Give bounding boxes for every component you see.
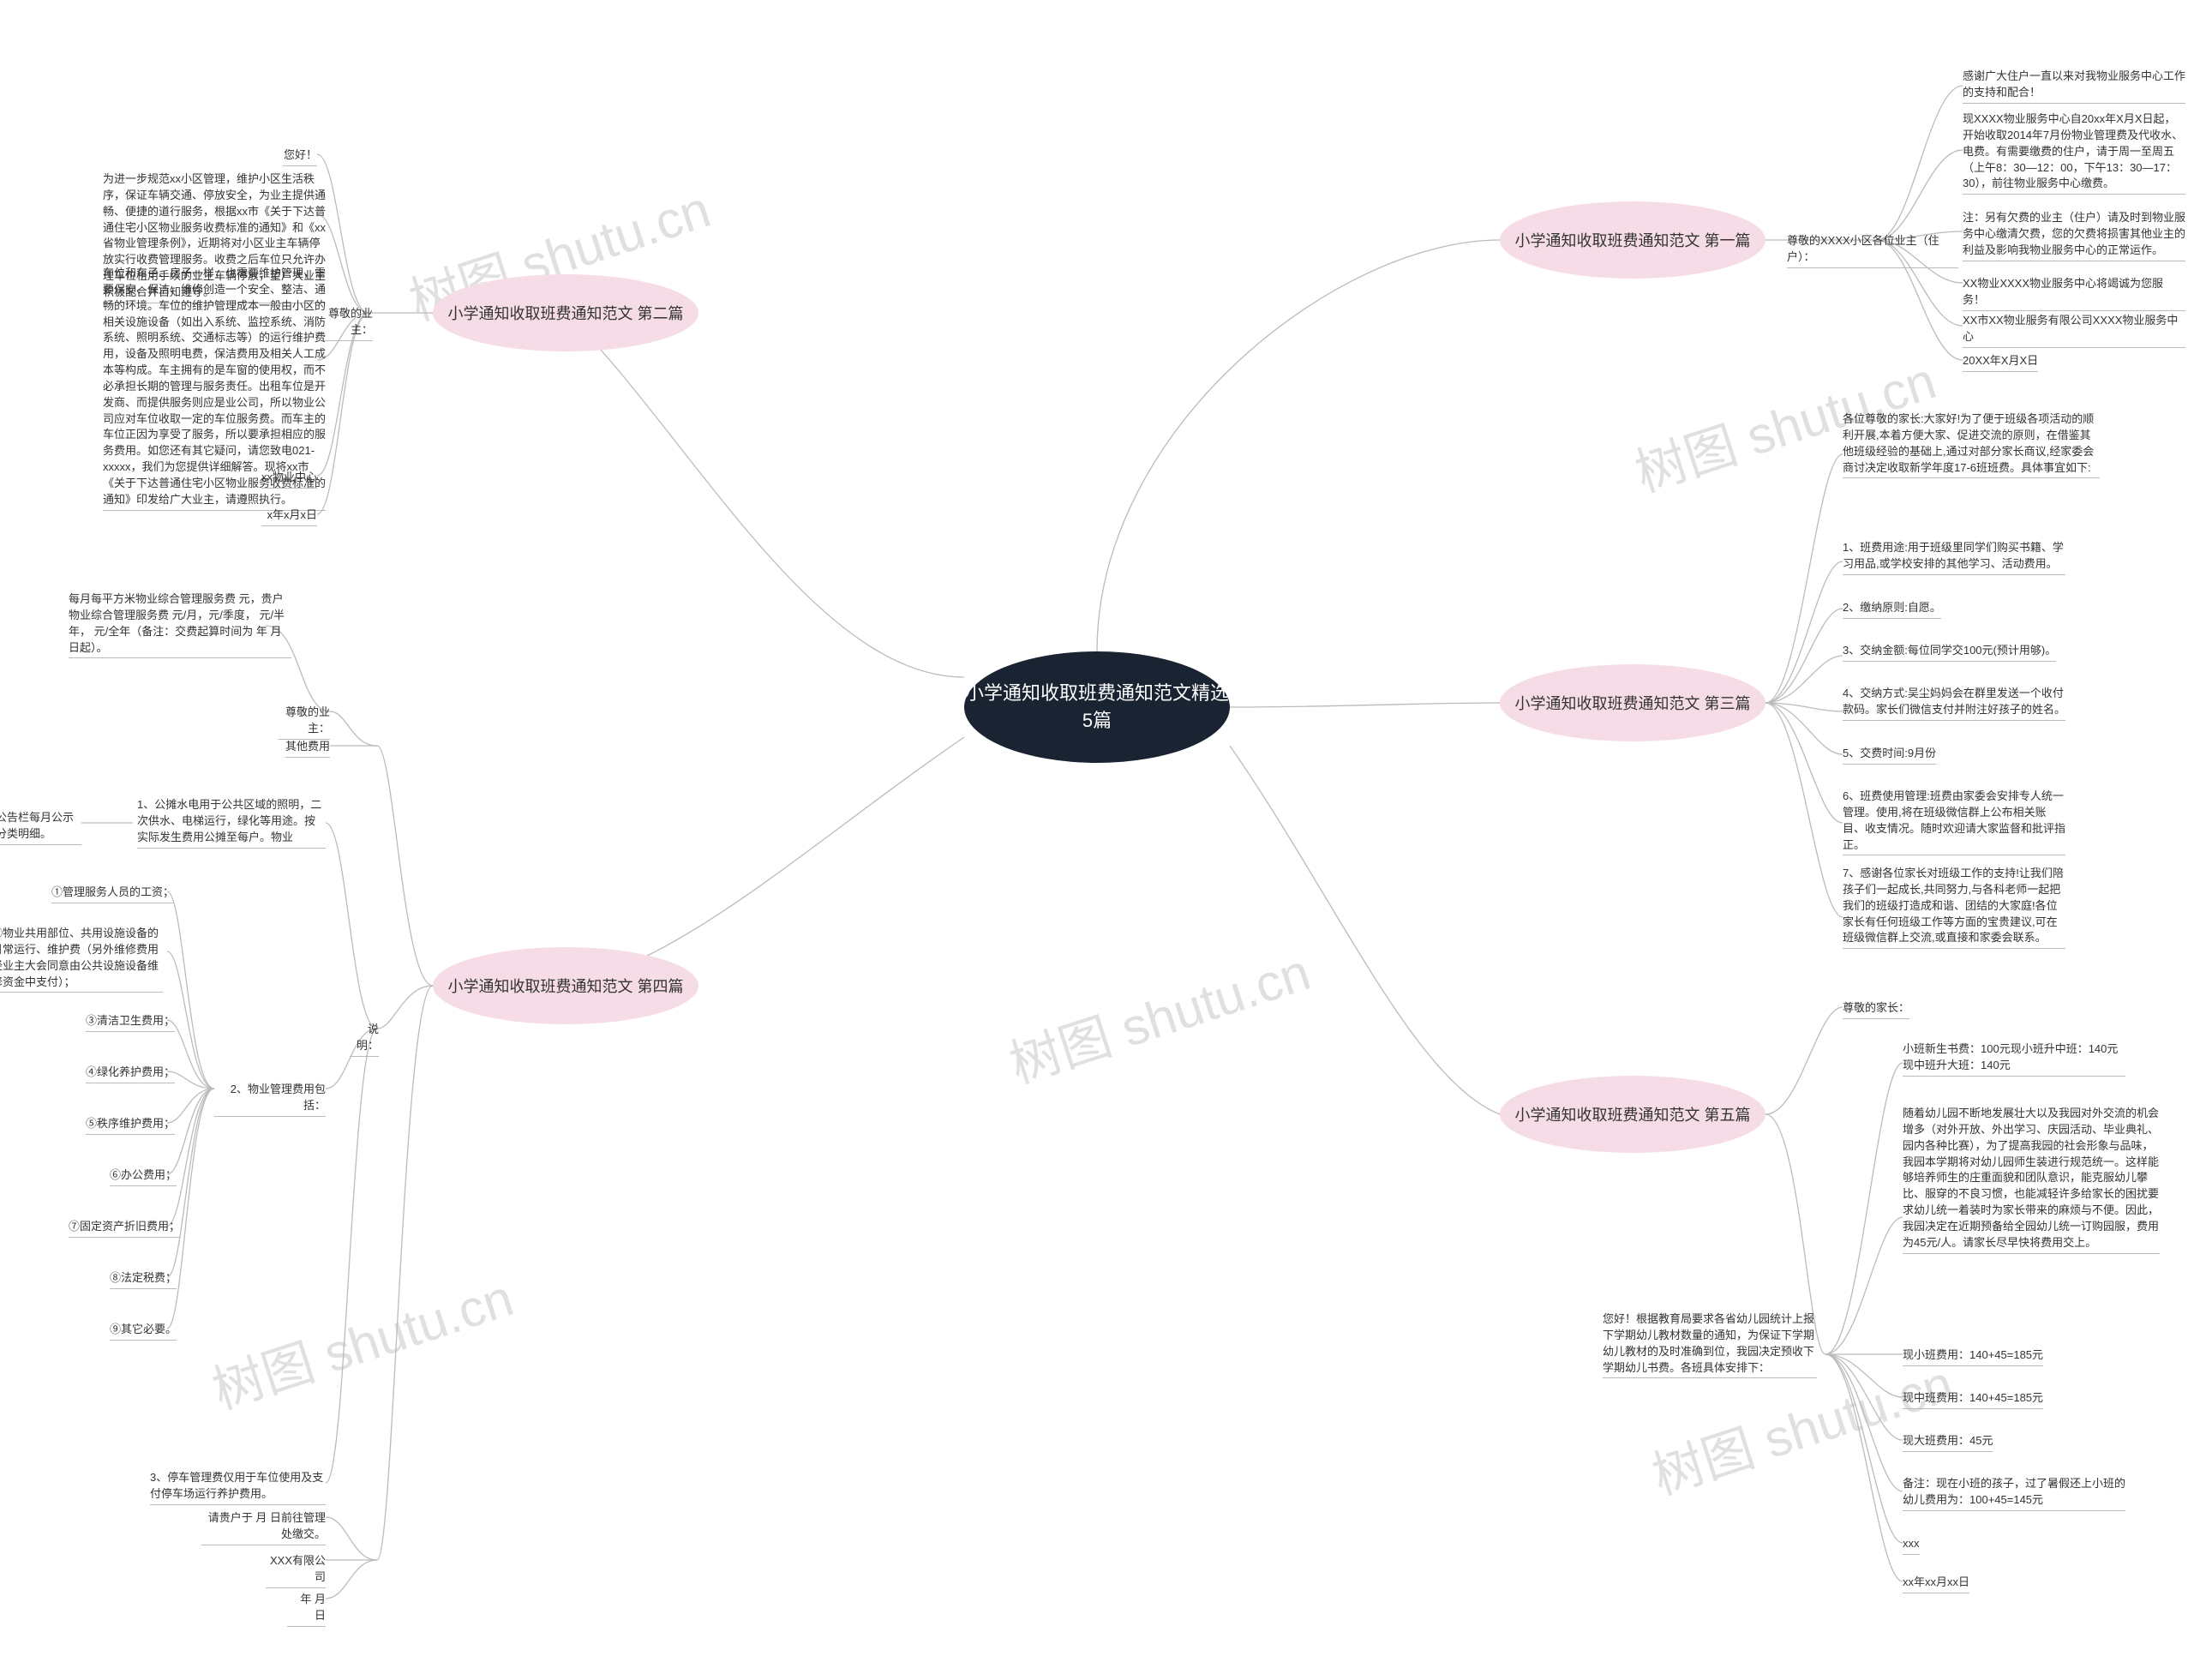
b4-item2-sub: ⑨其它必要。 bbox=[110, 1322, 177, 1341]
b4-fee-header: 每月每平方米物业综合管理服务费 元，贵户物业综合管理服务费 元/月，元/季度， … bbox=[69, 591, 291, 658]
b3-leaf: 5、交费时间:9月份 bbox=[1843, 746, 1936, 765]
b3-leaf: 3、交纳金额:每位同学交100元(预计用够)。 bbox=[1843, 643, 2056, 662]
b5-lead: 您好！根据教育局要求各省幼儿园统计上报下学期幼儿教材数量的通知，为保证下学期幼儿… bbox=[1603, 1311, 1817, 1378]
mindmap-root: 小学通知收取班费通知范文精选5篇 bbox=[964, 651, 1230, 763]
b1-leaf: 现XXXX物业服务中心自20xx年X月X日起，开始收取2014年7月份物业管理费… bbox=[1963, 111, 2185, 195]
b4-tail: XXX有限公司 bbox=[266, 1553, 326, 1588]
b5-leaf: 小班新生书费：100元现小班升中班：140元 现中班升大班：140元 bbox=[1903, 1041, 2125, 1077]
b4-item1-note: 管理处会于公告栏每月公示公摊方式及分类明细。 bbox=[0, 810, 81, 845]
b2-sub-label: 尊敬的业主： bbox=[321, 306, 373, 341]
b4-item2-sub: ⑥办公费用； bbox=[110, 1167, 177, 1186]
branch-5: 小学通知收取班费通知范文 第五篇 bbox=[1500, 1076, 1765, 1153]
b5-sub-label: 尊敬的家长： bbox=[1843, 1000, 1909, 1019]
b3-lead: 各位尊敬的家长:大家好!为了便于班级各项活动的顺利开展,本着方便大家、促进交流的… bbox=[1843, 411, 2100, 478]
b4-item2-sub: ⑦固定资产折旧费用； bbox=[69, 1219, 180, 1238]
b3-leaf: 7、感谢各位家长对班级工作的支持!让我们陪孩子们一起成长,共同努力,与各科老师一… bbox=[1843, 866, 2065, 949]
branch-2: 小学通知收取班费通知范文 第二篇 bbox=[433, 274, 698, 351]
b4-tail: 请贵户于 月 日前往管理处缴交。 bbox=[201, 1510, 326, 1545]
b1-leaf: 20XX年X月X日 bbox=[1963, 353, 2038, 372]
b3-leaf: 2、缴纳原则:自愿。 bbox=[1843, 600, 1941, 619]
b4-explain-label: 说明： bbox=[350, 1022, 379, 1057]
b4-item2-sub: ⑧法定税费； bbox=[110, 1270, 177, 1289]
b1-leaf: XX市XX物业服务有限公司XXXX物业服务中心 bbox=[1963, 313, 2185, 348]
b5-leaf: 现大班费用：45元 bbox=[1903, 1433, 1993, 1452]
b1-sub-label: 尊敬的XXXX小区各位业主（住户）： bbox=[1787, 233, 1958, 268]
b3-leaf: 6、班费使用管理:班费由家委会安排专人统一管理。使用,将在班级微信群上公布相关账… bbox=[1843, 789, 2065, 855]
branch-1: 小学通知收取班费通知范文 第一篇 bbox=[1500, 201, 1765, 279]
watermark: 树图 shutu.cn bbox=[201, 1257, 521, 1424]
b2-leaf: xx物业中心 bbox=[261, 470, 317, 489]
b4-sub-label: 尊敬的业主： bbox=[279, 705, 330, 740]
b5-leaf: 随着幼儿园不断地发展壮大以及我园对外交流的机会增多（对外开放、外出学习、庆园活动… bbox=[1903, 1106, 2160, 1254]
b2-leaf: x年x月x日 bbox=[261, 507, 317, 526]
b3-leaf: 1、班费用途:用于班级里同学们购买书籍、学习用品,或学校安排的其他学习、活动费用… bbox=[1843, 540, 2065, 575]
b4-item2-label: 2、物业管理费用包括： bbox=[214, 1082, 326, 1117]
b4-sub2-label: 其他费用 bbox=[285, 739, 330, 758]
b1-leaf: XX物业XXXX物业服务中心将竭诚为您服务！ bbox=[1963, 276, 2185, 311]
b1-leaf: 注：另有欠费的业主（住户）请及时到物业服务中心缴清欠费，您的欠费将损害其他业主的… bbox=[1963, 210, 2185, 261]
b4-item2-sub: ③清洁卫生费用； bbox=[86, 1013, 175, 1032]
b5-leaf: 现小班费用：140+45=185元 bbox=[1903, 1347, 2043, 1366]
b5-leaf: xxx bbox=[1903, 1536, 1920, 1555]
b4-item2-sub: ①管理服务人员的工资； bbox=[51, 885, 174, 903]
b4-item1: 1、公摊水电用于公共区域的照明，二次供水、电梯运行，绿化等用途。按实际发生费用公… bbox=[137, 797, 326, 849]
b5-leaf: xx年xx月xx日 bbox=[1903, 1575, 1969, 1593]
branch-3: 小学通知收取班费通知范文 第三篇 bbox=[1500, 664, 1765, 741]
b4-item3: 3、停车管理费仅用于车位使用及支付停车场运行养护费用。 bbox=[150, 1470, 326, 1505]
b5-leaf: 现中班费用：140+45=185元 bbox=[1903, 1390, 2043, 1409]
b4-item2-sub: ④绿化养护费用； bbox=[86, 1065, 175, 1083]
b3-leaf: 4、交纳方式:吴尘妈妈会在群里发送一个收付款码。家长们微信支付并附注好孩子的姓名… bbox=[1843, 686, 2065, 721]
b4-item2-sub: ⑤秩序维护费用； bbox=[86, 1116, 175, 1135]
b1-leaf: 感谢广大住户一直以来对我物业服务中心工作的支持和配合！ bbox=[1963, 69, 2185, 104]
b4-tail: 年 月 日 bbox=[287, 1592, 326, 1627]
branch-4: 小学通知收取班费通知范文 第四篇 bbox=[433, 947, 698, 1024]
watermark: 树图 shutu.cn bbox=[998, 931, 1318, 1098]
b5-leaf: 备注：现在小班的孩子，过了暑假还上小班的幼儿费用为：100+45=145元 bbox=[1903, 1476, 2125, 1511]
b4-item2-sub: ②物业共用部位、共用设施设备的日常运行、维护费（另外维修费用经业主大会同意由公共… bbox=[0, 926, 163, 993]
b2-leaf: 您好！ bbox=[283, 147, 317, 166]
